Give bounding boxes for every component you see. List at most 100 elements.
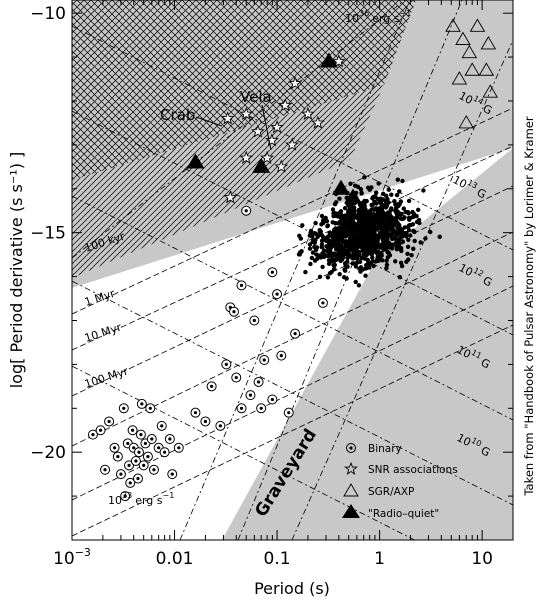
pulsar-point — [366, 220, 372, 225]
pulsar-point — [385, 196, 390, 202]
pulsar-point — [355, 250, 361, 255]
pulsar-point — [409, 253, 414, 258]
pulsar-point — [412, 229, 417, 235]
binary-point-center — [140, 402, 144, 406]
snr-point — [331, 54, 346, 68]
pulsar-point — [319, 213, 325, 219]
binary-point-center — [142, 463, 146, 467]
pulsar-population — [296, 175, 442, 288]
pulsar-point — [353, 183, 358, 188]
sgr-axp-point — [461, 44, 478, 59]
pulsar-point — [375, 196, 380, 202]
binary-point-center — [256, 380, 261, 384]
pulsar-point — [342, 267, 347, 272]
pulsar-point — [369, 185, 374, 190]
pulsar-point — [386, 250, 391, 255]
edot-33-label: 1033 erg s−1 — [108, 491, 174, 507]
pulsar-point — [371, 263, 376, 269]
pulsar-point — [397, 246, 402, 251]
binary-point-center — [150, 437, 154, 441]
pulsar-point — [332, 266, 337, 272]
binary-point-center — [160, 424, 164, 428]
pulsar-point — [390, 242, 395, 248]
pulsar-point — [398, 260, 404, 265]
pulsar-point — [360, 200, 366, 205]
pulsar-point — [313, 237, 318, 243]
pulsar-point — [389, 234, 394, 239]
pulsar-point — [308, 228, 314, 234]
pulsar-point — [319, 238, 325, 243]
pulsar-point — [331, 211, 336, 216]
legend: Binary SNR associations SGR/AXP "Radio–q… — [342, 443, 458, 520]
pulsar-point — [348, 181, 353, 186]
binary-point-center — [177, 446, 181, 450]
binary-point-center — [232, 310, 236, 314]
binary-point-center — [168, 437, 172, 441]
snr-point — [220, 111, 235, 125]
pulsar-point — [384, 262, 390, 268]
pulsar-point — [428, 229, 433, 235]
pulsar-point — [380, 258, 385, 263]
pulsar-point — [373, 248, 378, 253]
pulsar-point — [337, 253, 342, 259]
pulsar-point — [325, 224, 330, 229]
pulsar-point — [390, 216, 395, 222]
pulsar-point — [382, 222, 387, 227]
binary-point-center — [203, 419, 207, 424]
pulsar-point — [362, 233, 367, 238]
age-line-1myr — [72, 107, 513, 315]
pulsar-point — [343, 230, 348, 236]
legend-item-sgr: SGR/AXP — [343, 483, 414, 498]
pulsar-point — [369, 213, 375, 218]
binary-point-center — [193, 411, 198, 415]
pulsar-point — [411, 246, 416, 251]
binary-point-center — [119, 472, 123, 476]
y-tick-label: −20 — [30, 443, 66, 463]
pulsar-point — [346, 211, 351, 216]
radio-quiet-point — [186, 153, 205, 169]
crab-pointer — [195, 116, 223, 127]
pulsar-point — [388, 207, 394, 212]
snr-point — [260, 150, 275, 164]
pulsar-point — [386, 187, 391, 192]
sgr-axp-point — [445, 18, 461, 32]
pulsar-point — [381, 214, 386, 219]
pulsar-point — [379, 251, 384, 256]
pulsar-point — [355, 226, 360, 231]
pulsar-point — [362, 208, 368, 213]
pulsar-point — [313, 220, 318, 226]
age-line-1gyr — [72, 231, 513, 447]
pulsar-point — [386, 220, 391, 225]
crosshatch-region — [72, 0, 416, 180]
snr-point — [274, 159, 289, 173]
pulsar-point — [393, 219, 399, 224]
pulsar-point — [337, 272, 342, 277]
field-line-10 — [72, 365, 416, 540]
binary-point-center — [259, 406, 263, 410]
pulsar-point — [382, 242, 388, 248]
binary-point-center — [162, 450, 167, 454]
pulsar-point — [314, 252, 319, 257]
pulsar-point — [307, 233, 312, 238]
sgr-axp-point — [482, 84, 499, 98]
binary-point-center — [218, 424, 222, 428]
pulsar-point — [370, 244, 376, 249]
pulsar-point — [362, 204, 367, 209]
pulsar-point — [384, 231, 389, 237]
pulsar-point — [437, 234, 442, 239]
binary-point-center — [270, 270, 274, 274]
binary-point-center — [126, 441, 130, 446]
pulsar-point — [343, 219, 349, 225]
pulsar-point — [362, 175, 367, 180]
pulsar-point — [361, 240, 366, 246]
sgr-axp-point — [458, 115, 475, 129]
binary-point-center — [148, 406, 152, 410]
snr-point — [288, 76, 303, 90]
pulsar-point — [357, 231, 363, 236]
pulsar-point — [342, 240, 347, 245]
binary-point-center — [103, 468, 107, 472]
radio-quiet-point — [331, 179, 350, 195]
snr-point — [300, 106, 315, 121]
pulsar-point — [321, 219, 326, 224]
snr-point — [285, 137, 300, 151]
